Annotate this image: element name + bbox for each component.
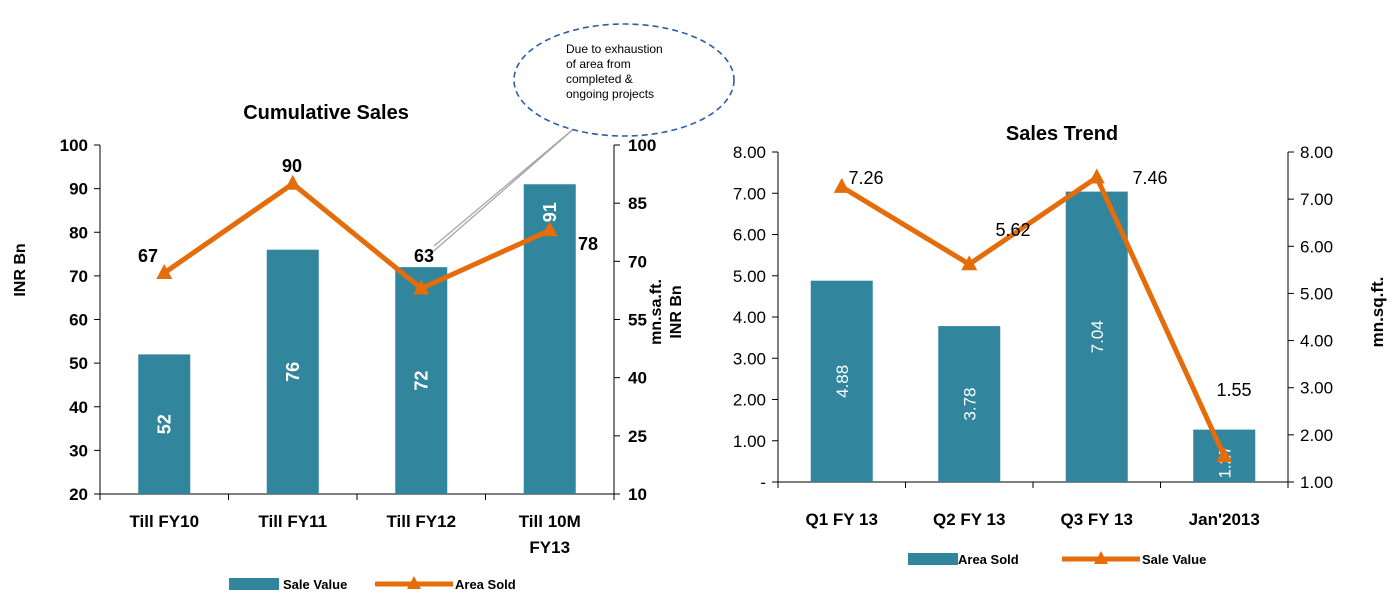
chart1-bar-label: 91 xyxy=(540,202,560,222)
chart2-x-tick-label: Jan'2013 xyxy=(1189,510,1260,529)
chart1-right-tick-label: 10 xyxy=(628,485,647,504)
chart1-right-tick-label: 85 xyxy=(628,194,647,213)
callout-text: completed & xyxy=(566,72,633,86)
chart2-right-tick-label: 6.00 xyxy=(1300,237,1333,256)
chart1-left-tick-label: 100 xyxy=(60,136,88,155)
chart2-bar xyxy=(810,280,873,482)
chart2-right-tick-label: 7.00 xyxy=(1300,190,1333,209)
chart2-legend-label: Area Sold xyxy=(958,552,1019,567)
chart2-line-label: 1.55 xyxy=(1216,380,1251,400)
chart1-line-marker xyxy=(284,174,301,190)
chart2-right-tick-label: 1.00 xyxy=(1300,473,1333,492)
callout-text: of area from xyxy=(566,57,631,71)
chart1-title: Cumulative Sales xyxy=(243,102,409,124)
callout-connector xyxy=(427,125,578,257)
chart1-left-tick-label: 30 xyxy=(69,441,88,460)
chart1-y2label: mn.sa.ft. xyxy=(648,279,665,345)
chart2-right-tick-label: 2.00 xyxy=(1300,426,1333,445)
chart1-x-tick-label: Till 10M xyxy=(519,512,581,531)
chart2-legend-marker xyxy=(1094,551,1108,564)
chart1-right-tick-label: 40 xyxy=(628,369,647,388)
chart2-x-tick-label: Q1 FY 13 xyxy=(806,510,878,529)
chart1-line-marker xyxy=(413,279,430,295)
chart1-left-tick-label: 80 xyxy=(69,223,88,242)
chart2-bar-label: 3.78 xyxy=(960,387,979,420)
chart1-left-tick-label: 70 xyxy=(69,267,88,286)
chart1-left-tick-label: 40 xyxy=(69,398,88,417)
chart2-left-tick-label: - xyxy=(760,473,766,492)
chart1-right-tick-label: 55 xyxy=(628,311,647,330)
chart1-left-tick-label: 90 xyxy=(69,180,88,199)
chart1-bar xyxy=(138,354,191,494)
chart2-y2label: mn.sq.ft. xyxy=(1368,277,1387,348)
chart1-line-area-sold xyxy=(162,181,551,291)
chart1-left-tick-label: 50 xyxy=(69,354,88,373)
chart1-line-label: 78 xyxy=(578,234,598,254)
chart2-x-tick-label: Q3 FY 13 xyxy=(1061,510,1133,529)
chart1-bar xyxy=(266,249,319,494)
chart2-left-tick-label: 1.00 xyxy=(733,432,766,451)
callout-bubble xyxy=(513,23,735,137)
chart2-legend-swatch-area-sold xyxy=(908,553,958,565)
chart1-y2label-2: INR Bn xyxy=(668,285,685,338)
chart2-line-label: 7.46 xyxy=(1132,168,1167,188)
chart2-left-tick-label: 4.00 xyxy=(733,308,766,327)
chart2-line-label: 5.62 xyxy=(995,220,1030,240)
chart1-line-marker xyxy=(541,221,558,237)
chart1-legend-marker xyxy=(407,576,421,589)
chart2-bar xyxy=(1065,191,1128,482)
chart1-left-tick-label: 20 xyxy=(69,485,88,504)
chart2-left-tick-label: 7.00 xyxy=(733,184,766,203)
chart1-line-marker xyxy=(156,263,173,279)
chart2-left-tick-label: 2.00 xyxy=(733,391,766,410)
chart1-right-tick-label: 70 xyxy=(628,252,647,271)
chart2-line-marker xyxy=(961,255,978,271)
chart2-line-marker xyxy=(1088,168,1105,184)
chart2-bar xyxy=(938,326,1001,482)
chart1-x-tick-label: Till FY11 xyxy=(258,512,327,531)
chart1-bar-label: 52 xyxy=(154,414,174,434)
chart2-right-tick-label: 4.00 xyxy=(1300,332,1333,351)
chart1-legend-swatch-sale-value xyxy=(229,578,279,590)
chart2-bar-label: 4.88 xyxy=(833,365,852,398)
chart1-right-tick-label: 100 xyxy=(628,136,656,155)
chart1-legend-label: Area Sold xyxy=(455,577,516,592)
chart1-line-label: 63 xyxy=(414,246,434,266)
chart2-right-tick-label: 8.00 xyxy=(1300,143,1333,162)
chart2-right-tick-label: 5.00 xyxy=(1300,284,1333,303)
chart2-line-sale-value xyxy=(840,174,1227,458)
callout-text: Due to exhaustion xyxy=(566,42,663,56)
chart1-ylabel: INR Bn xyxy=(12,243,29,296)
chart2-x-tick-label: Q2 FY 13 xyxy=(933,510,1005,529)
chart1-legend-label: Sale Value xyxy=(283,577,347,592)
chart2-line-marker xyxy=(833,177,850,193)
chart2-left-tick-label: 8.00 xyxy=(733,143,766,162)
chart2-legend-label: Sale Value xyxy=(1142,552,1206,567)
chart1-bar xyxy=(395,267,448,494)
chart2-left-tick-label: 3.00 xyxy=(733,349,766,368)
chart2-line-label: 7.26 xyxy=(848,168,883,188)
chart1-right-tick-label: 25 xyxy=(628,427,647,446)
chart2-title: Sales Trend xyxy=(1006,123,1118,145)
chart1-left-tick-label: 60 xyxy=(69,311,88,330)
callout-text: ongoing projects xyxy=(566,87,654,101)
chart2-left-tick-label: 6.00 xyxy=(733,226,766,245)
chart1-bar-label: 76 xyxy=(283,362,303,382)
chart1-x-tick-label: Till FY12 xyxy=(386,512,456,531)
chart2-bar-label: 7.04 xyxy=(1088,320,1107,353)
chart1-line-label: 90 xyxy=(282,156,302,176)
chart2-right-tick-label: 3.00 xyxy=(1300,379,1333,398)
chart2-left-tick-label: 5.00 xyxy=(733,267,766,286)
chart1-line-label: 67 xyxy=(138,246,158,266)
chart1-x-tick-label: Till FY10 xyxy=(129,512,199,531)
chart2-line-marker xyxy=(1216,447,1233,463)
chart1-x-tick-label: FY13 xyxy=(529,538,570,557)
chart1-bar-label: 72 xyxy=(411,371,431,391)
